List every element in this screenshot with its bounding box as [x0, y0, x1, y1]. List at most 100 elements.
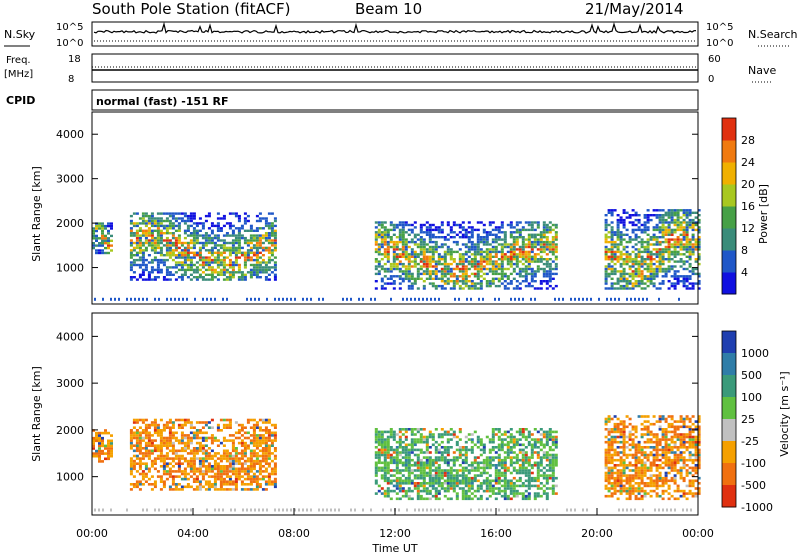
echo-cell: [258, 470, 262, 473]
echo-cell: [180, 278, 184, 281]
echo-cell: [518, 458, 522, 462]
echo-cell: [228, 273, 232, 276]
echo-cell: [470, 464, 474, 467]
echo-cell: [255, 214, 259, 218]
echo-cell: [467, 438, 471, 441]
echo-cell: [631, 474, 635, 477]
echo-cell: [401, 448, 405, 452]
echo-cell: [631, 464, 635, 467]
echo-cell: [673, 253, 677, 256]
echo-cell: [548, 275, 552, 278]
echo-cell: [536, 471, 540, 475]
echo-cell: [383, 489, 387, 493]
echo-cell: [258, 217, 262, 220]
echo-cell: [691, 243, 695, 246]
echo-cell: [180, 251, 184, 254]
echo-cell: [643, 262, 647, 266]
echo-cell: [610, 435, 614, 439]
echo-cell: [156, 263, 160, 267]
echo-cell: [410, 479, 414, 483]
echo-cell: [616, 277, 620, 280]
echo-cell: [380, 221, 384, 224]
echo-cell: [467, 275, 471, 278]
echo-cell: [524, 243, 528, 246]
echo-cell: [637, 221, 641, 224]
echo-cell: [210, 297, 212, 301]
echo-cell: [506, 484, 510, 488]
echo-cell: [138, 426, 142, 429]
echo-cell: [533, 221, 537, 224]
echo-cell: [138, 217, 142, 220]
echo-cell: [539, 443, 543, 447]
echo-cell: [634, 223, 638, 227]
echo-cell: [392, 479, 396, 483]
echo-cell: [628, 272, 632, 276]
echo-cell: [101, 234, 104, 238]
echo-cell: [551, 440, 555, 444]
echo-cell: [192, 477, 196, 481]
echo-cell: [491, 262, 495, 266]
echo-cell: [628, 484, 632, 488]
echo-cell: [258, 219, 262, 223]
echo-cell: [228, 254, 232, 257]
echo-cell: [255, 241, 259, 245]
echo-cell: [129, 465, 133, 468]
echo-cell: [171, 457, 175, 460]
echo-cell: [458, 430, 462, 434]
echo-cell: [207, 256, 211, 259]
echo-cell: [503, 272, 507, 276]
echo-cell: [383, 448, 387, 452]
echo-cell: [150, 266, 154, 269]
echo-cell: [189, 449, 193, 453]
echo-cell: [461, 270, 465, 273]
echo-cell: [237, 241, 241, 245]
echo-cell: [506, 260, 510, 263]
echo-cell: [434, 458, 438, 462]
echo-cell: [682, 262, 686, 266]
power-ylabel: Slant Range [km]: [30, 166, 43, 262]
echo-cell: [159, 439, 163, 442]
echo-cell: [685, 209, 689, 212]
echo-cell: [610, 260, 614, 263]
echo-cell: [380, 433, 384, 436]
echo-cell: [147, 449, 151, 453]
echo-cell: [395, 267, 399, 271]
echo-cell: [464, 446, 468, 449]
echo-cell: [425, 438, 429, 441]
echo-cell: [249, 229, 253, 232]
colorbar-tick-label: 4: [741, 266, 748, 279]
echo-cell: [455, 233, 459, 236]
echo-cell: [652, 248, 656, 251]
echo-cell: [431, 438, 435, 441]
echo-cell: [416, 270, 420, 273]
echo-cell: [165, 465, 169, 468]
echo-cell: [110, 249, 113, 252]
echo-cell: [488, 255, 492, 258]
echo-cell: [524, 267, 528, 271]
echo-cell: [440, 270, 444, 273]
echo-cell: [231, 241, 235, 245]
echo-cell: [95, 224, 98, 228]
echo-cell: [189, 439, 193, 442]
echo-cell: [147, 454, 151, 458]
echo-cell: [174, 488, 178, 491]
echo-cell: [171, 426, 175, 429]
echo-cell: [404, 464, 408, 467]
echo-cell: [461, 461, 465, 465]
echo-cell: [613, 484, 617, 488]
echo-cell: [661, 270, 665, 273]
echo-cell: [219, 263, 223, 267]
echo-cell: [640, 270, 644, 273]
echo-cell: [252, 263, 256, 267]
echo-cell: [610, 456, 614, 459]
echo-cell: [473, 443, 477, 447]
echo-cell: [661, 250, 665, 254]
echo-cell: [198, 217, 202, 220]
echo-cell: [428, 497, 432, 501]
echo-cell: [225, 452, 229, 455]
echo-cell: [159, 434, 163, 437]
echo-cell: [613, 440, 617, 444]
echo-cell: [165, 421, 169, 424]
echo-cell: [431, 443, 435, 447]
echo-cell: [261, 236, 265, 240]
